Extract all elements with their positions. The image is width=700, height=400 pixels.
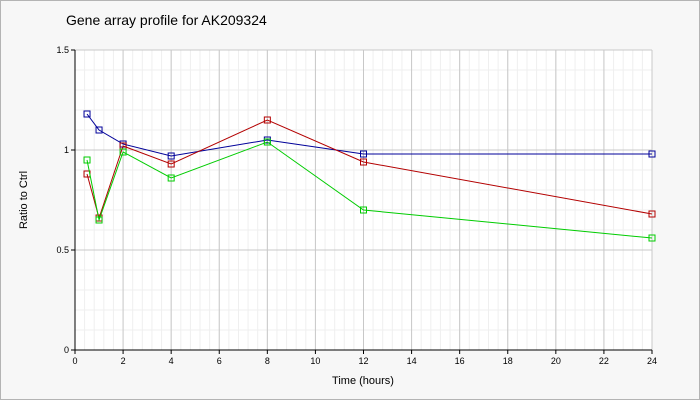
y-axis-label: Ratio to Ctrl: [18, 171, 30, 229]
x-tick-label: 18: [503, 356, 513, 366]
data-point-marker: [648, 210, 656, 218]
series-line: [86, 141, 653, 239]
data-point-marker: [167, 160, 175, 168]
x-tick-label: 16: [455, 356, 465, 366]
y-tick-label: 0: [64, 345, 69, 355]
series-layer: [83, 110, 656, 242]
y-tick-labels: 0 0.5 1 1.5: [56, 45, 69, 355]
data-point-marker: [360, 206, 367, 214]
x-tick-label: 0: [72, 356, 77, 366]
data-point-marker: [119, 148, 127, 156]
data-point-marker: [360, 158, 367, 166]
data-point-marker: [83, 156, 91, 164]
y-tick-label: 1.5: [56, 45, 69, 55]
x-tick-label: 24: [647, 356, 657, 366]
x-tick-label: 22: [599, 356, 609, 366]
x-tick-label: 20: [551, 356, 561, 366]
data-point-marker: [83, 110, 91, 118]
x-tick-label: 14: [407, 356, 417, 366]
data-point-marker: [360, 150, 367, 158]
data-point-marker: [167, 174, 175, 182]
x-tick-label: 6: [217, 356, 222, 366]
data-point-marker: [167, 152, 175, 160]
data-point-marker: [263, 116, 271, 124]
x-tick-label: 8: [265, 356, 270, 366]
x-tick-label: 12: [358, 356, 368, 366]
data-point-marker: [263, 138, 271, 146]
series-line: [86, 113, 652, 157]
x-tick-label: 10: [310, 356, 320, 366]
data-point-marker: [95, 126, 103, 134]
x-tick-label: 4: [169, 356, 174, 366]
x-axis-label: Time (hours): [332, 375, 394, 387]
y-tick-label: 1: [64, 145, 69, 155]
y-tick-label: 0.5: [56, 245, 69, 255]
data-point-marker: [648, 234, 656, 242]
x-tick-label: 2: [121, 356, 126, 366]
data-point-marker: [648, 150, 656, 158]
axes: [71, 49, 653, 354]
data-point-marker: [95, 216, 103, 224]
series-3: [83, 138, 656, 242]
chart-title: Gene array profile for AK209324: [66, 12, 267, 28]
x-tick-labels: 0 2 4 6 8 10 12 14 16 18 20 22 24: [72, 356, 657, 366]
